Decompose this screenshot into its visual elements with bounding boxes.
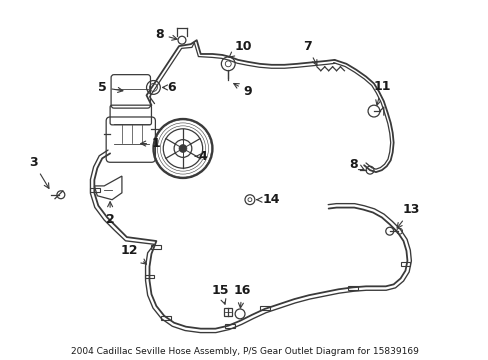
- Text: 16: 16: [233, 284, 250, 308]
- Text: 2004 Cadillac Seville Hose Assembly, P/S Gear Outlet Diagram for 15839169: 2004 Cadillac Seville Hose Assembly, P/S…: [70, 347, 418, 356]
- Text: 13: 13: [396, 203, 419, 228]
- Text: 12: 12: [121, 244, 146, 264]
- Text: 1: 1: [141, 137, 161, 150]
- Circle shape: [179, 145, 186, 152]
- Bar: [225, 324, 235, 328]
- Text: 5: 5: [98, 81, 122, 94]
- Text: 6: 6: [162, 81, 175, 94]
- Text: 8: 8: [155, 28, 177, 41]
- Text: 3: 3: [29, 156, 49, 188]
- Text: 8: 8: [348, 158, 363, 171]
- Text: 7: 7: [302, 40, 316, 65]
- Text: 15: 15: [211, 284, 229, 304]
- Text: 14: 14: [256, 193, 280, 206]
- Text: 9: 9: [233, 84, 252, 98]
- Bar: [151, 245, 161, 249]
- Bar: [90, 188, 100, 192]
- Bar: [224, 308, 232, 316]
- Bar: [144, 275, 154, 278]
- Text: 2: 2: [105, 202, 114, 226]
- Text: 11: 11: [372, 80, 390, 105]
- Bar: [347, 286, 358, 290]
- Bar: [400, 262, 409, 266]
- Text: 4: 4: [195, 150, 206, 163]
- Text: 10: 10: [228, 40, 251, 57]
- Bar: [259, 306, 269, 310]
- Bar: [161, 316, 171, 320]
